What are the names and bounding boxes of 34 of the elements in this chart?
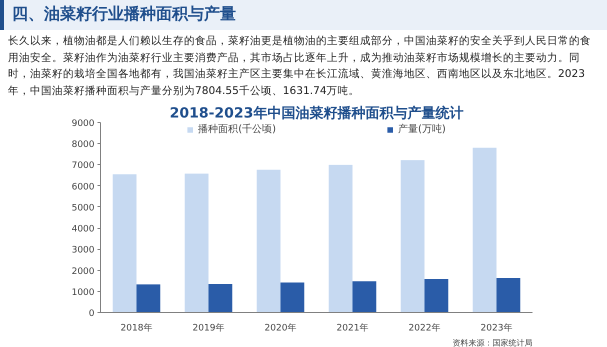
y-tick-label: 1000 xyxy=(72,288,95,298)
x-tick-label: 2019年 xyxy=(192,322,224,334)
y-tick-label: 6000 xyxy=(72,182,95,192)
x-tick-label: 2018年 xyxy=(120,322,152,334)
bar xyxy=(256,170,280,312)
legend-label: 产量(万吨) xyxy=(398,122,446,136)
y-tick-label: 7000 xyxy=(72,161,95,172)
bar xyxy=(184,174,208,312)
text: 四、油菜籽行业播种面积与产量 xyxy=(12,3,236,25)
x-tick-label: 2021年 xyxy=(336,322,368,334)
x-tick-label: 2020年 xyxy=(264,322,296,334)
y-tick-label: 2000 xyxy=(72,266,95,277)
bar xyxy=(328,164,352,312)
bar xyxy=(208,284,232,312)
bar xyxy=(136,284,160,312)
y-tick-label: 3000 xyxy=(72,246,95,256)
text: 长久以来，植物油都是人们赖以生存的食品，菜籽油更是植物油的主要组成部分，中国油菜籽的安全关乎到人民日常的食用油安全。菜籽油作为油菜籽行业主要消费产品，其市场占比逐年上升，成为推动油菜籽市场规模增长的主要动力。同时，油菜籽的栽培全国各地都有，我国油菜籽主产区主要集中在长江流域、黄淮海地区、西南地区以及东北地区。2023年，中国油菜籽播种面积与产量分别为7804.55千公顷、1631.74万吨。 xyxy=(8,34,592,98)
y-tick-label: 8000 xyxy=(72,140,95,150)
y-tick-label: 5000 xyxy=(72,203,95,214)
chart-title: 2018-2023年中国油菜籽播种面积与产量统计 xyxy=(170,104,464,122)
legend-label: 播种面积(千公顷) xyxy=(198,122,276,136)
bar xyxy=(400,160,424,312)
x-tick-label: 2023年 xyxy=(480,322,512,334)
bar xyxy=(280,282,304,312)
y-tick-label: 0 xyxy=(88,309,95,319)
x-tick-label: 2022年 xyxy=(408,322,440,334)
y-tick-label: 9000 xyxy=(72,119,95,129)
y-tick-label: 4000 xyxy=(72,224,95,235)
bar xyxy=(352,281,376,312)
bar xyxy=(424,279,448,312)
bar xyxy=(496,278,520,312)
bar xyxy=(472,148,496,312)
bar xyxy=(112,174,136,312)
text: 资料来源：国家统计局 xyxy=(452,338,532,347)
